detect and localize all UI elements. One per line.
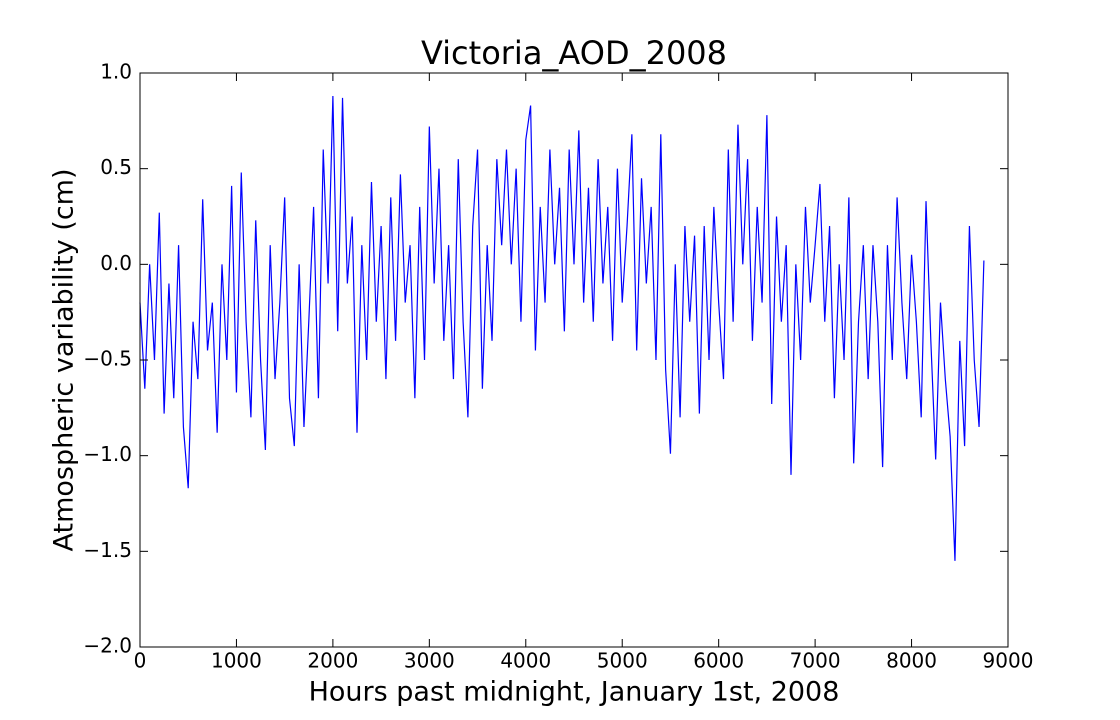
plot-frame <box>139 72 1009 648</box>
y-tick-label: −0.5 <box>83 347 132 371</box>
x-tick-label: 8000 <box>886 649 937 673</box>
x-tick-label: 0 <box>134 649 147 673</box>
y-tick-label: 0.5 <box>100 155 132 179</box>
x-tick-label: 2000 <box>307 649 358 673</box>
y-tick-label: 0.0 <box>100 251 132 275</box>
x-tick-label: 7000 <box>790 649 841 673</box>
y-tick-label: 1.0 <box>100 60 132 84</box>
chart-title: Victoria_AOD_2008 <box>421 34 727 72</box>
y-tick-label: −1.5 <box>83 538 132 562</box>
y-axis-label: Atmospheric variability (cm) <box>49 168 80 551</box>
x-tick-label: 9000 <box>983 649 1034 673</box>
y-tick-label: −1.0 <box>83 442 132 466</box>
x-tick-label: 5000 <box>597 649 648 673</box>
x-tick-label: 6000 <box>693 649 744 673</box>
x-tick-label: 4000 <box>500 649 551 673</box>
y-tick-label: −2.0 <box>83 634 132 658</box>
x-axis-label: Hours past midnight, January 1st, 2008 <box>309 677 840 708</box>
x-tick-label: 1000 <box>211 649 262 673</box>
x-tick-label: 3000 <box>404 649 455 673</box>
data-line <box>139 95 985 561</box>
